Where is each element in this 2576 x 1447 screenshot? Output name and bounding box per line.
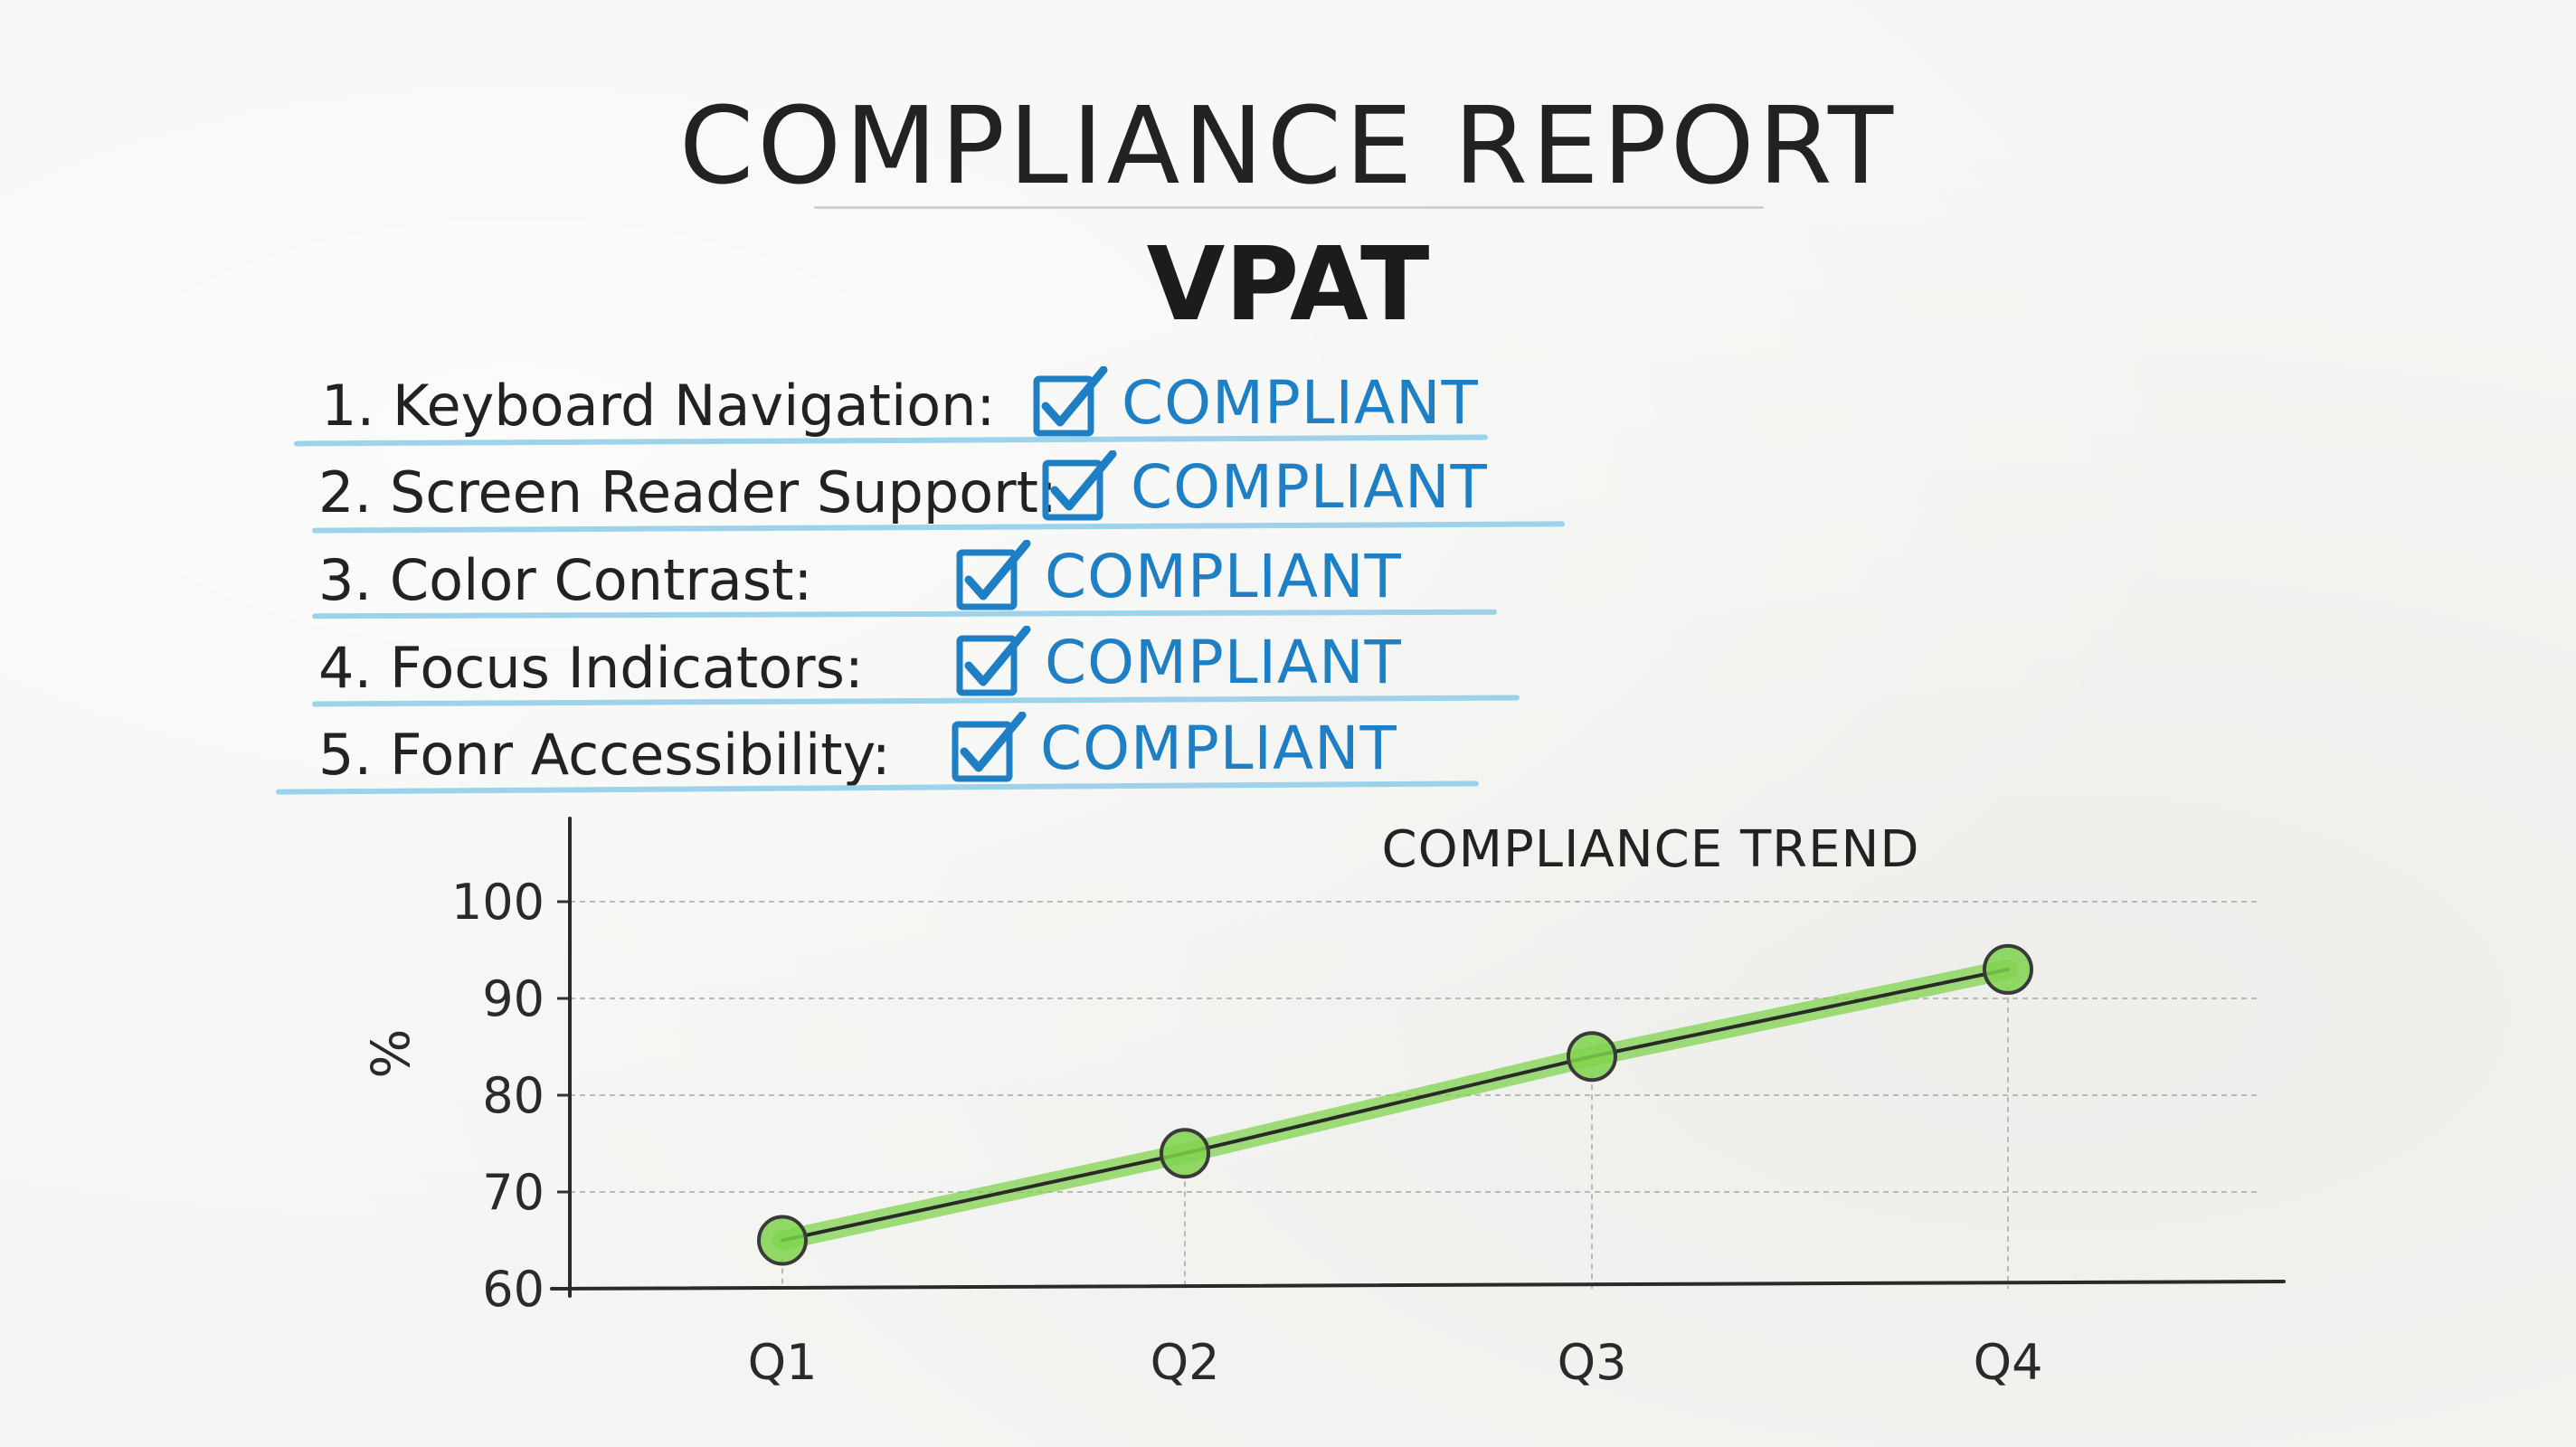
checklist-item-text: Keyboard Navigation: (392, 373, 996, 439)
data-point (1567, 1031, 1617, 1083)
y-tick-label: 80 (482, 1067, 545, 1124)
checklist-item-label: 1. Keyboard Navigation: (321, 373, 995, 439)
checklist-item-number: 1. (321, 373, 375, 439)
status-text: COMPLIANT (1045, 628, 1402, 697)
checklist-item-label: 3. Color Contrast: (318, 547, 812, 613)
checklist-item-number: 3. (318, 547, 373, 613)
y-tick-label: 90 (482, 970, 545, 1027)
data-point (757, 1215, 808, 1266)
checklist-item-label: 4. Focus Indicators: (318, 635, 864, 701)
y-tick-label: 60 (482, 1261, 545, 1318)
checklist-item-number: 5. (318, 722, 373, 788)
y-tick-label: 100 (451, 874, 545, 931)
checkbox-checked-icon (956, 626, 1031, 696)
trend-line (781, 967, 2010, 1243)
chart-tick-labels: 60 70 80 90 100 Q1 Q2 Q3 Q4 (451, 874, 2043, 1391)
x-tick-label: Q2 (1151, 1334, 1220, 1391)
chart-series (757, 943, 2033, 1266)
x-tick-label: Q3 (1558, 1334, 1627, 1391)
x-tick-label: Q1 (748, 1334, 818, 1391)
title-divider (814, 206, 1764, 209)
report-title: COMPLIANCE REPORT (678, 83, 1898, 208)
status-text: COMPLIANT (1122, 368, 1479, 438)
x-axis-line (550, 1280, 2286, 1291)
checkbox-checked-icon (1042, 450, 1117, 521)
checklist-item-text: Color Contrast: (389, 547, 813, 613)
checkbox-checked-icon (1033, 366, 1108, 437)
checkbox-checked-icon (956, 540, 1031, 610)
data-point (1983, 943, 2033, 995)
y-tick-label: 70 (482, 1164, 545, 1221)
y-axis-label: % (358, 1028, 420, 1078)
checklist-item-label: 5. Fonr Accessibility: (318, 722, 891, 788)
chart-axes (550, 817, 2286, 1298)
x-tick-label: Q4 (1974, 1334, 2043, 1391)
report-subtitle: VPAT (1146, 226, 1430, 344)
chart-title: COMPLIANCE TREND (1382, 820, 1920, 879)
checklist-item-label: 2. Screen Reader Support: (318, 459, 1057, 525)
checklist-item-text: Screen Reader Support: (389, 459, 1057, 525)
checklist-item-text: Focus Indicators: (389, 635, 864, 701)
status-text: COMPLIANT (1040, 714, 1397, 783)
data-point (1160, 1128, 1210, 1179)
checkbox-checked-icon (952, 712, 1027, 782)
status-text: COMPLIANT (1131, 452, 1488, 522)
checklist-item-number: 2. (318, 459, 373, 525)
checklist-item-number: 4. (318, 635, 373, 701)
checklist-item-text: Fonr Accessibility: (389, 722, 891, 788)
status-text: COMPLIANT (1045, 542, 1402, 611)
